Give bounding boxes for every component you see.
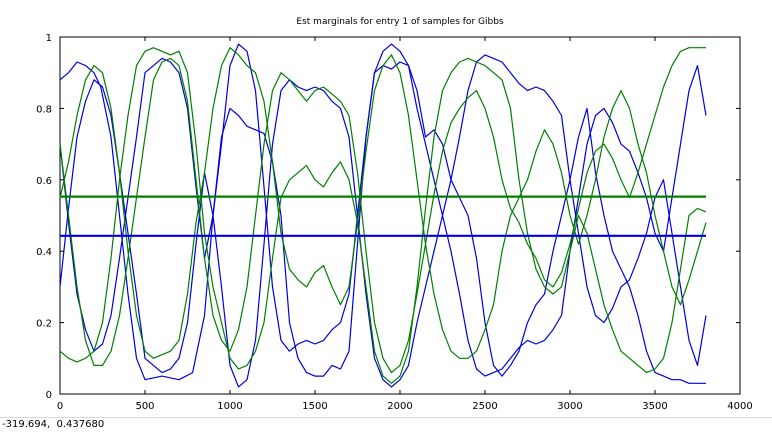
- y-tick-label-0: 0: [46, 390, 52, 401]
- x-tick-label-2: 1000: [217, 401, 242, 412]
- y-tick-label-5: 1: [46, 33, 52, 44]
- status-bar: -319.694, 0.437680: [0, 417, 772, 433]
- y-tick-label-3: 0.6: [36, 176, 52, 187]
- x-tick-label-4: 2000: [387, 401, 412, 412]
- x-tick-label-7: 3500: [642, 401, 667, 412]
- y-tick-label-4: 0.8: [36, 104, 52, 115]
- series-line-3: [59, 43, 707, 377]
- y-tick-label-1: 0.2: [36, 319, 52, 330]
- plot-area-frame: [59, 36, 741, 395]
- series-line-6: [59, 47, 706, 374]
- x-tick-label-1: 500: [135, 401, 154, 412]
- y-tick-label-2: 0.4: [36, 247, 52, 258]
- coordinate-readout: -319.694, 0.437680: [2, 419, 105, 430]
- x-tick-label-8: 4000: [727, 401, 752, 412]
- x-tick-label-6: 3000: [557, 401, 582, 412]
- series-line-2: [59, 54, 707, 388]
- line-chart[interactable]: Est marginals for entry 1 of samples for…: [0, 0, 772, 418]
- series-line-5: [59, 47, 707, 359]
- series-layer: [59, 43, 707, 388]
- chart-title: Est marginals for entry 1 of samples for…: [296, 17, 503, 27]
- series-line-1: [59, 61, 706, 384]
- series-line-4: [59, 47, 707, 384]
- x-tick-label-0: 0: [57, 401, 63, 412]
- x-tick-label-3: 1500: [302, 401, 327, 412]
- axis-ticks: 0 500 1000 1500 2000 2500 3000 3500 4000 0 0.2 0.4 0…: [36, 33, 753, 412]
- x-tick-label-5: 2500: [472, 401, 497, 412]
